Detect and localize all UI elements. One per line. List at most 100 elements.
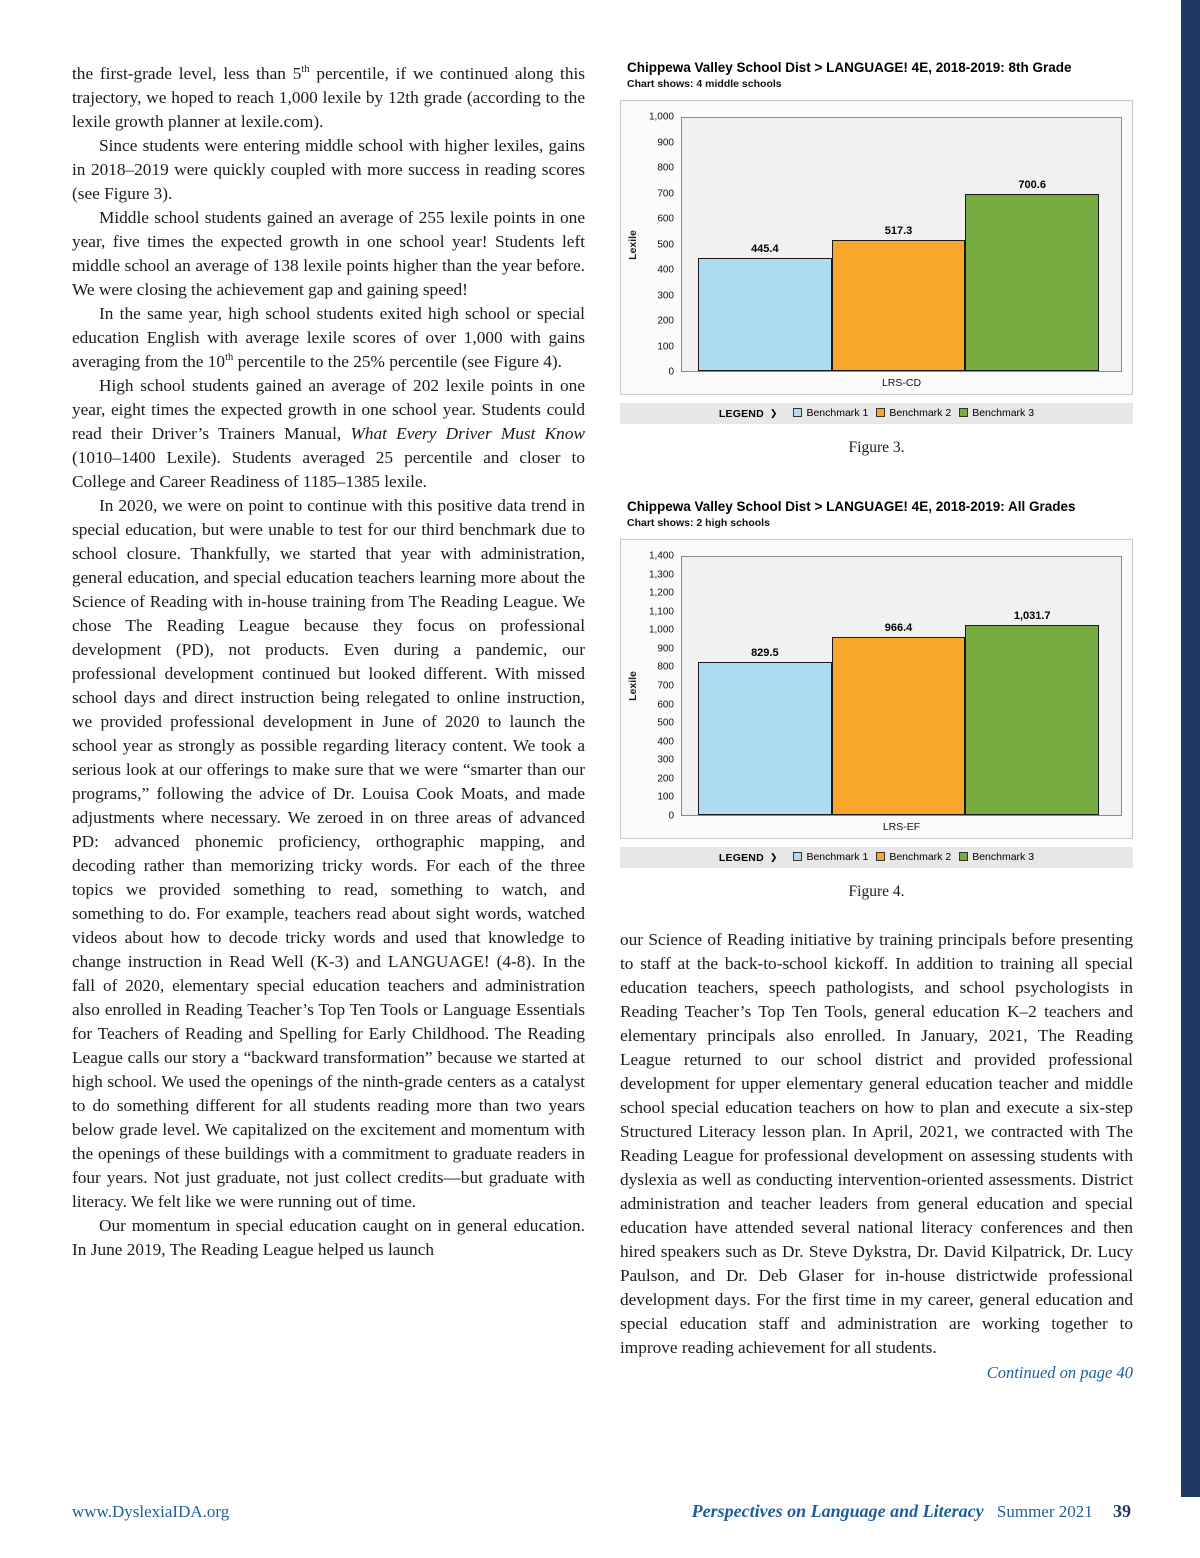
page-footer: www.DyslexiaIDA.org Perspectives on Lang…: [72, 1501, 1131, 1522]
chart-frame: Lexile 1,400 1,300 1,200 1,100 1,000 900 800 70…: [620, 539, 1133, 839]
journal-title: Perspectives on Language and Literacy: [691, 1501, 984, 1521]
left-column-text: the first-grade level, less than 5th per…: [72, 62, 585, 1262]
legend-item: Benchmark 2: [876, 407, 951, 419]
paragraph: In 2020, we were on point to continue wi…: [72, 496, 585, 1211]
plot-area: 445.4 517.3 700.6: [681, 117, 1122, 372]
legend-items: Benchmark 1 Benchmark 2 Benchmark 3: [785, 407, 1034, 421]
issue-label: Summer 2021: [996, 1502, 1093, 1521]
y-tick-label: 900: [657, 643, 674, 655]
y-tick-label: 200: [657, 315, 674, 327]
x-axis-category-label: LRS-EF: [882, 821, 921, 833]
y-tick-label: 1,000: [648, 111, 674, 123]
bar-benchmark-3: 700.6: [965, 179, 1100, 371]
legend-item-label: Benchmark 3: [972, 850, 1035, 863]
y-tick-label: 600: [657, 699, 674, 711]
y-tick-label: 0: [668, 810, 674, 822]
bar-value-label: 445.4: [751, 243, 779, 256]
legend-title: LEGEND: [718, 407, 764, 420]
plot-area: 829.5 966.4 1,031.7: [681, 556, 1122, 816]
bars-group: 445.4 517.3 700.6: [698, 118, 1100, 371]
footer-url-link[interactable]: www.DyslexiaIDA.org: [72, 1502, 230, 1521]
legend-item-label: Benchmark 3: [972, 406, 1035, 419]
y-tick-label: 0: [668, 366, 674, 378]
page-number: 39: [1113, 1501, 1131, 1521]
chart-frame: Lexile 1,000 900 800 700 600 500 400 300 200 100 0…: [620, 100, 1133, 395]
legend-title: LEGEND: [718, 851, 764, 864]
bar-value-label: 966.4: [884, 621, 913, 634]
legend-swatch-icon: [793, 852, 803, 862]
bar-benchmark-2: 966.4: [831, 622, 966, 815]
legend-swatch-icon: [876, 408, 886, 418]
right-column: Chippewa Valley School Dist > LANGUAGE! …: [620, 60, 1133, 1385]
bar-value-label: 1,031.7: [1013, 609, 1051, 622]
paragraph: Since students were entering middle scho…: [72, 136, 585, 203]
chart-title: Chippewa Valley School Dist > LANGUAGE! …: [627, 60, 1072, 75]
y-axis-ticks: 1,000 900 800 700 600 500 400 300 200 100 0: [641, 112, 681, 378]
bar-value-label: 517.3: [884, 225, 913, 238]
legend-item: Benchmark 2: [876, 851, 951, 863]
continued-note: Continued on page 40: [986, 1363, 1133, 1382]
right-column-text: our Science of Reading initiative by tra…: [620, 928, 1133, 1360]
paragraph: Our momentum in special education caught…: [72, 1216, 585, 1259]
y-tick-label: 500: [657, 239, 674, 250]
chart-subtitle: Chart shows: 4 middle schools: [627, 78, 782, 90]
bar-benchmark-2: 517.3: [831, 225, 966, 371]
legend-item: Benchmark 1: [793, 407, 868, 419]
legend-arrow-icon: ❯: [769, 852, 778, 862]
bars-group: 829.5 966.4 1,031.7: [698, 557, 1100, 815]
bar-benchmark-1: 445.4: [698, 243, 832, 371]
bar-benchmark-1: 829.5: [698, 647, 832, 815]
bar-value-label: 829.5: [751, 647, 779, 660]
legend-item: Benchmark 3: [959, 851, 1034, 863]
figure-3-chart: Chippewa Valley School Dist > LANGUAGE! …: [620, 60, 1133, 457]
legend-arrow-icon: ❯: [769, 408, 778, 418]
paragraph: the first-grade level, less than 5th per…: [72, 64, 586, 131]
y-tick-label: 1,300: [648, 569, 674, 581]
y-tick-label: 300: [657, 754, 674, 766]
y-tick-label: 100: [657, 791, 674, 803]
x-axis-category-label: LRS-CD: [881, 377, 922, 389]
legend-item: Benchmark 1: [793, 851, 868, 863]
legend-swatch-icon: [876, 852, 886, 862]
figure-caption: Figure 4.: [848, 883, 905, 900]
y-tick-label: 600: [657, 213, 674, 225]
legend-item-label: Benchmark 2: [889, 406, 952, 419]
footer-journal-info: Perspectives on Language and Literacy Su…: [692, 1501, 1131, 1522]
y-tick-label: 400: [657, 736, 674, 748]
y-tick-label: 300: [657, 290, 674, 301]
y-tick-label: 1,100: [648, 606, 674, 618]
page-edge-accent-bar: [1181, 0, 1200, 1497]
legend-swatch-icon: [959, 408, 969, 418]
y-axis-ticks: 1,400 1,300 1,200 1,100 1,000 900 800 700 600 500…: [641, 551, 681, 822]
paragraph: Middle school students gained an average…: [72, 208, 585, 299]
legend-item: Benchmark 3: [959, 407, 1034, 419]
y-axis-title: Lexile: [627, 229, 639, 260]
y-tick-label: 800: [657, 661, 674, 673]
paragraph: our Science of Reading initiative by tra…: [620, 930, 1133, 1357]
y-tick-label: 900: [657, 137, 674, 148]
figure-caption: Figure 3.: [848, 439, 905, 456]
chart-legend: LEGEND ❯ Benchmark 1 Benchmark 2 Benchmark…: [620, 847, 1133, 868]
bar-benchmark-3: 1,031.7: [965, 610, 1100, 815]
y-tick-label: 400: [657, 264, 674, 276]
y-tick-label: 1,400: [648, 550, 674, 562]
y-tick-label: 500: [657, 717, 674, 729]
y-axis-title: Lexile: [627, 671, 639, 701]
bar-value-label: 700.6: [1018, 178, 1046, 191]
legend-swatch-icon: [793, 408, 803, 418]
y-tick-label: 700: [657, 680, 674, 692]
y-tick-label: 800: [657, 162, 674, 174]
paragraph: High school students gained an average o…: [72, 376, 585, 491]
chart-legend: LEGEND ❯ Benchmark 1 Benchmark 2 Benchmark…: [620, 403, 1133, 424]
figure-4-chart: Chippewa Valley School Dist > LANGUAGE! …: [620, 499, 1133, 901]
legend-item-label: Benchmark 1: [806, 850, 869, 863]
y-tick-label: 1,000: [648, 624, 674, 636]
legend-item-label: Benchmark 1: [806, 406, 869, 419]
y-tick-label: 1,200: [648, 587, 674, 599]
y-tick-label: 700: [657, 188, 674, 199]
legend-item-label: Benchmark 2: [889, 850, 952, 863]
y-tick-label: 100: [657, 341, 674, 352]
y-tick-label: 200: [657, 773, 674, 785]
chart-subtitle: Chart shows: 2 high schools: [627, 517, 770, 529]
